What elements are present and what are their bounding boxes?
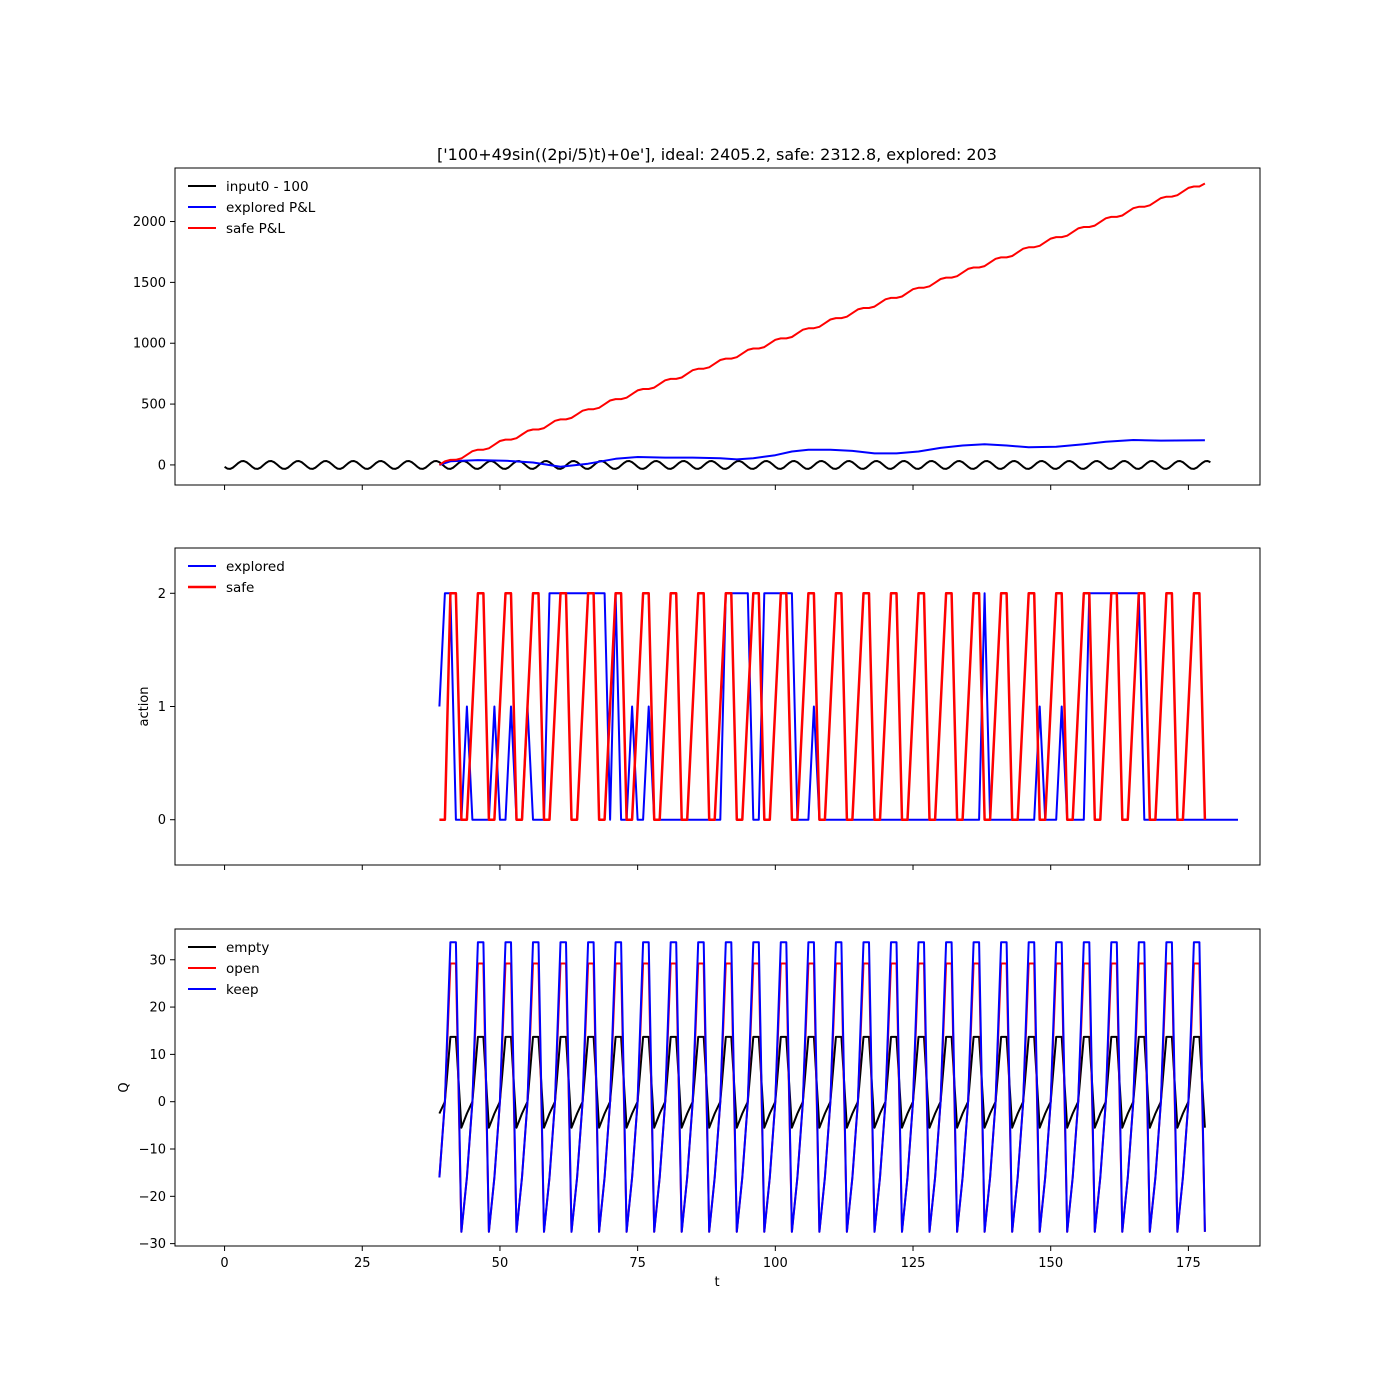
x-tick-label: 25 bbox=[354, 1256, 371, 1271]
legend-label: explored P&L bbox=[226, 200, 316, 216]
legend-label: safe bbox=[226, 580, 254, 596]
series-line-input0-100 bbox=[224, 460, 1211, 470]
panel-2: 0 1 2 action explored safe bbox=[137, 547, 1261, 870]
series-group bbox=[224, 182, 1211, 470]
legend-label: input0 - 100 bbox=[226, 179, 309, 195]
x-tick-label: 175 bbox=[1176, 1256, 1201, 1271]
chart-title: ['100+49sin((2pi/5)t)+0e'], ideal: 2405.… bbox=[437, 145, 997, 164]
y-tick-label: −10 bbox=[139, 1143, 166, 1158]
legend-label: explored bbox=[226, 559, 285, 575]
y-tick-label: −20 bbox=[139, 1190, 166, 1205]
y-tick-label: 1 bbox=[158, 700, 166, 715]
y-tick-label: 500 bbox=[141, 398, 166, 413]
legend-label: open bbox=[226, 961, 260, 977]
legend: explored safe bbox=[188, 559, 285, 596]
y-tick-label: 0 bbox=[158, 1095, 166, 1110]
y-tick-label: 1500 bbox=[133, 276, 166, 291]
y-axis-label: Q bbox=[117, 1082, 132, 1092]
y-tick-label: 1000 bbox=[133, 337, 166, 352]
series-group bbox=[438, 941, 1206, 1233]
legend-label: keep bbox=[226, 982, 259, 998]
x-tick-label: 125 bbox=[901, 1256, 926, 1271]
y-tick-label: 0 bbox=[158, 813, 166, 828]
panel-1: 0 500 1000 1500 2000 input0 - 100 explored P&L… bbox=[133, 167, 1261, 490]
x-axis-label: t bbox=[714, 1275, 719, 1290]
panel-3: 0 25 50 75 100 125 150 175 −30 −20 −10 0 10 20 30 Qempt… bbox=[117, 928, 1261, 1271]
axes-frame bbox=[174, 928, 1261, 1247]
y-tick-label: −30 bbox=[139, 1237, 166, 1252]
x-tick-label: 150 bbox=[1038, 1256, 1063, 1271]
y-axis-label: action bbox=[137, 686, 152, 726]
axes-frame bbox=[174, 167, 1261, 486]
series-group bbox=[438, 592, 1238, 821]
y-tick-label: 0 bbox=[158, 458, 166, 473]
series-line-safe bbox=[439, 592, 1207, 821]
legend: input0 - 100 explored P&L safe P&L bbox=[188, 179, 316, 237]
series-line-explored bbox=[438, 592, 1238, 821]
axes-frame bbox=[174, 547, 1261, 866]
y-tick-label: 30 bbox=[149, 953, 166, 968]
series-line-keep bbox=[438, 941, 1206, 1233]
legend: empty open keep bbox=[188, 940, 269, 998]
x-tick-label: 75 bbox=[629, 1256, 646, 1271]
series-line-safe-p-l bbox=[438, 182, 1206, 466]
y-tick-label: 2 bbox=[158, 587, 166, 602]
x-tick-label: 100 bbox=[763, 1256, 788, 1271]
legend-label: empty bbox=[226, 940, 269, 956]
y-tick-label: 2000 bbox=[133, 215, 166, 230]
x-tick-label: 0 bbox=[220, 1256, 228, 1271]
y-tick-label: 10 bbox=[149, 1048, 166, 1063]
series-line-explored-p-l bbox=[439, 439, 1205, 468]
y-tick-label: 20 bbox=[149, 1001, 166, 1016]
legend-label: safe P&L bbox=[226, 221, 285, 237]
x-tick-label: 50 bbox=[492, 1256, 509, 1271]
